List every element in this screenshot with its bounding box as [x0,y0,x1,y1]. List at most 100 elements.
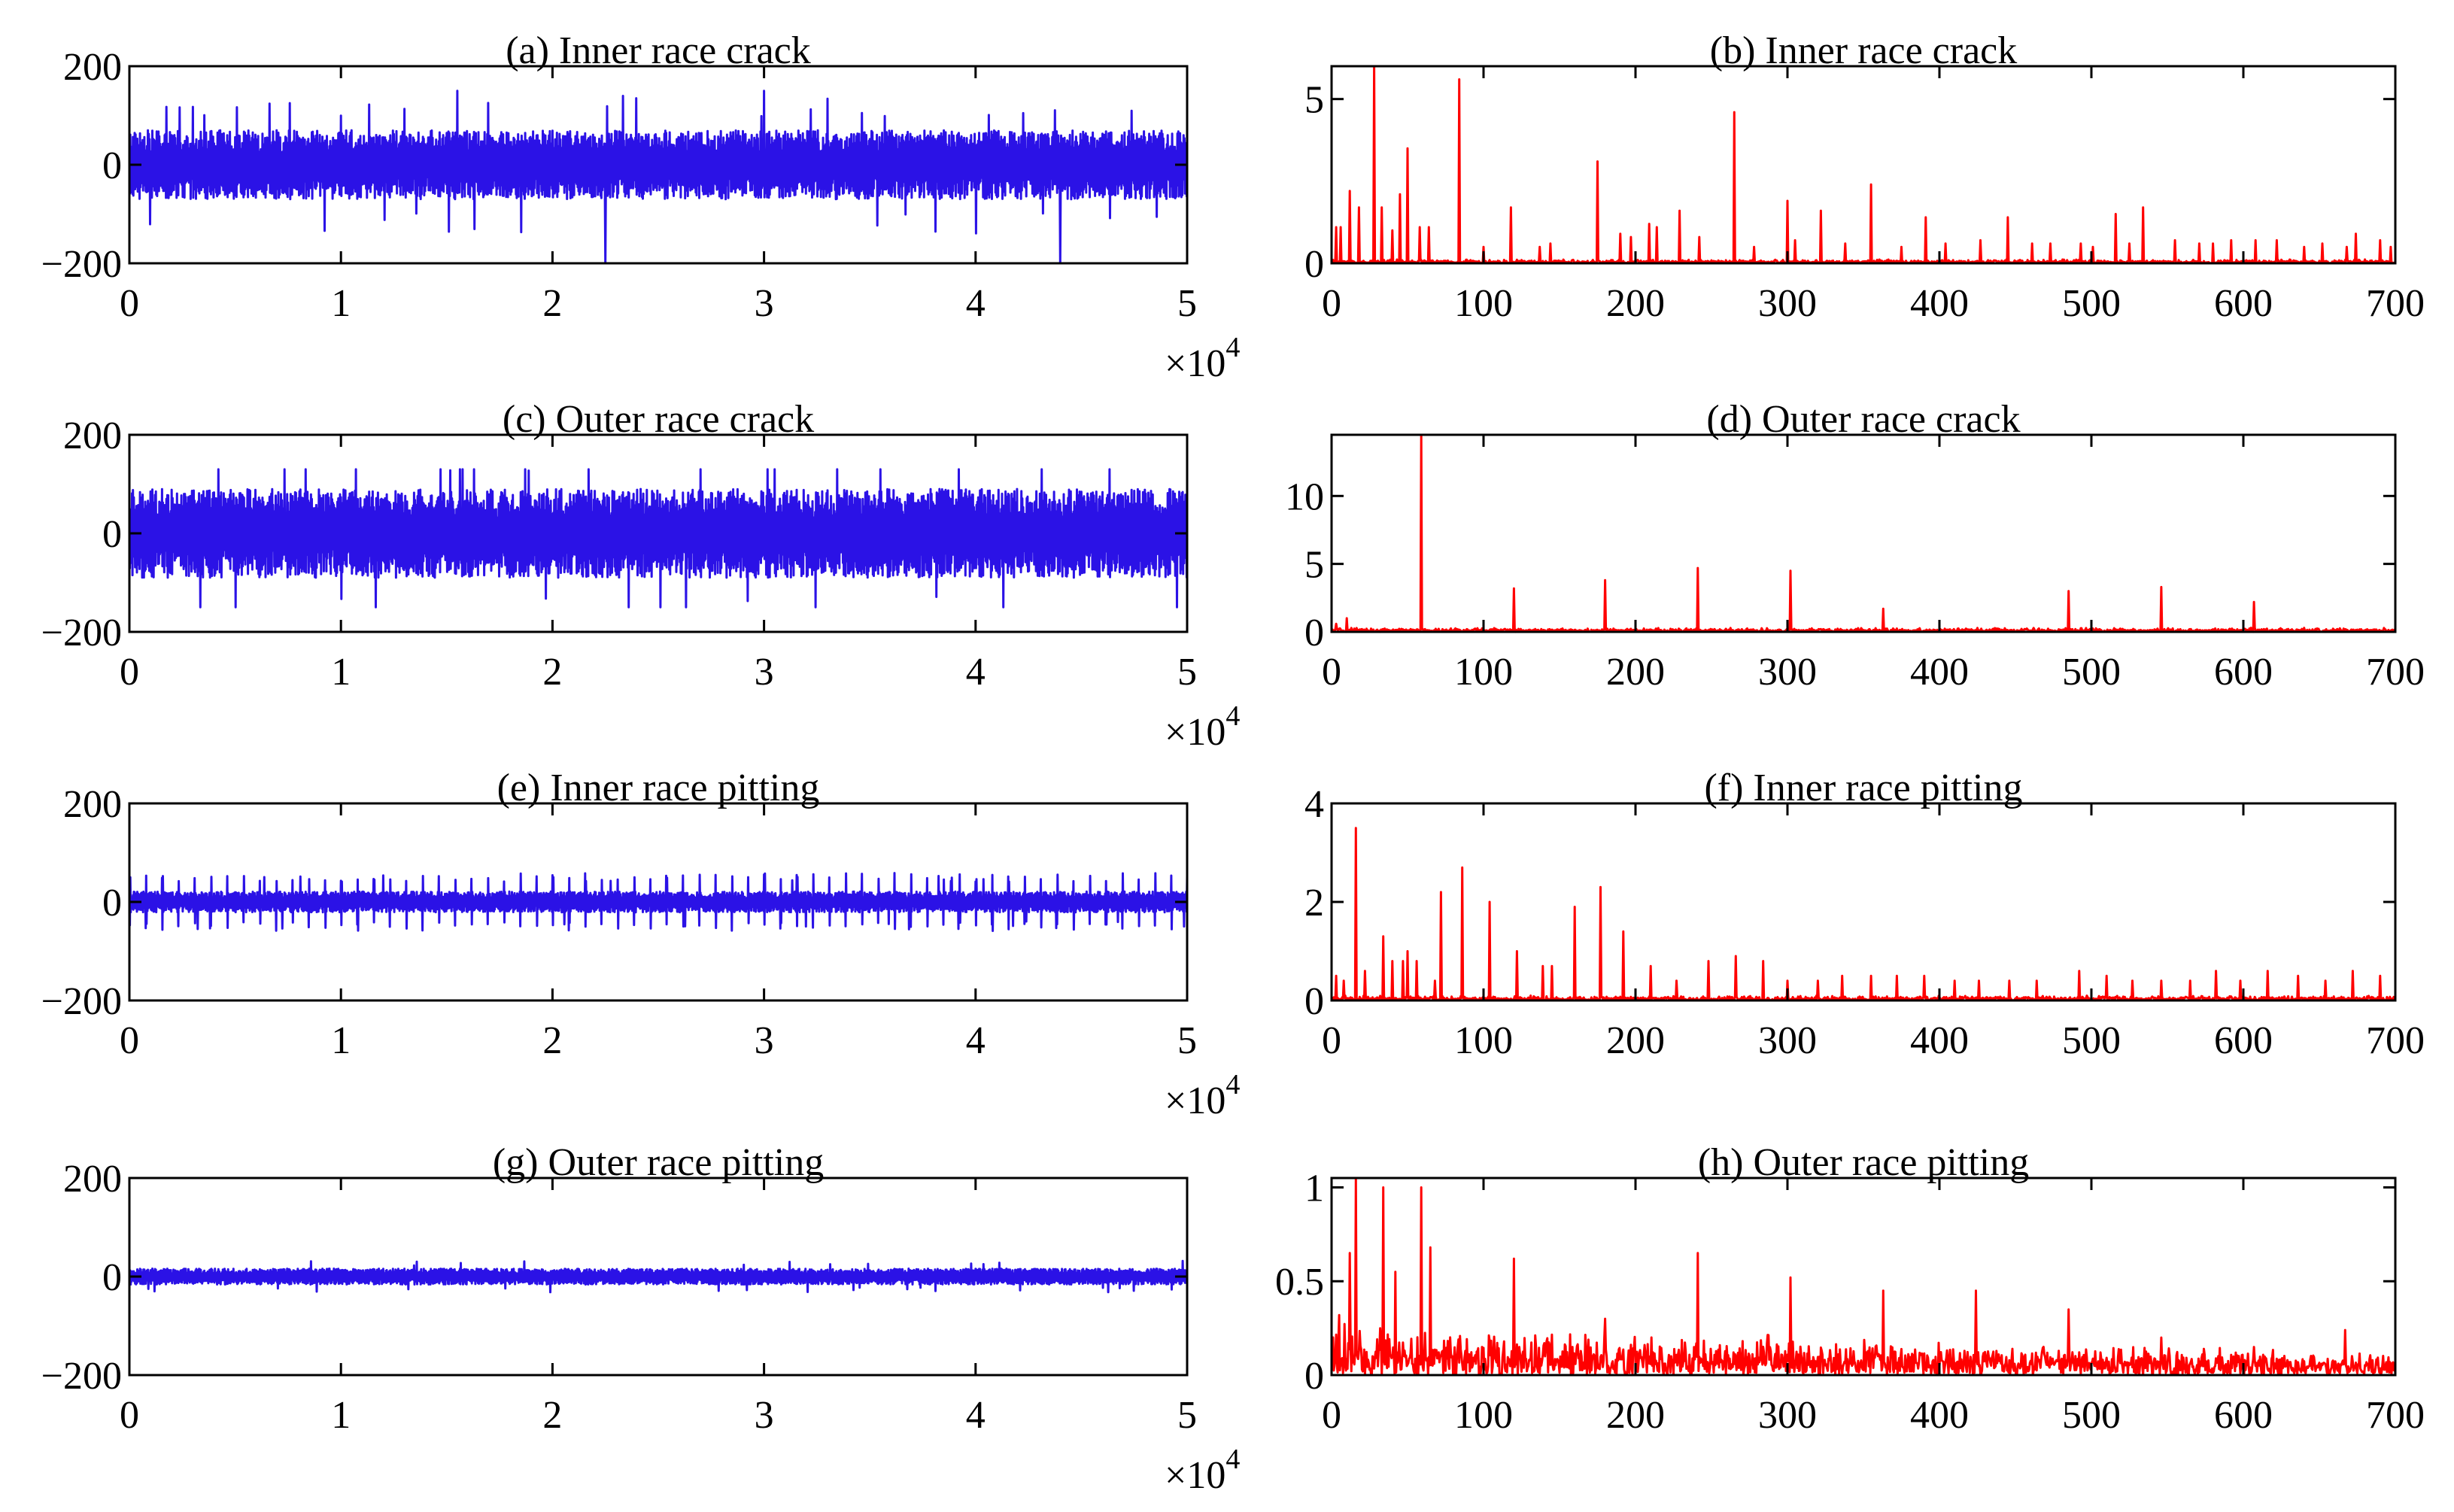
x-exponent-label: ×104 [1165,700,1240,754]
x-tick-label: 3 [755,282,774,325]
x-tick-label: 4 [966,1394,986,1437]
x-tick-label: 5 [1177,282,1197,325]
x-tick-label: 0 [1322,1394,1341,1437]
x-tick-label: 700 [2366,1394,2425,1437]
y-tick-label: 1 [1304,1167,1324,1210]
x-tick-label: 100 [1454,282,1513,325]
x-tick-label: 4 [966,282,986,325]
series-line [128,1259,1189,1294]
x-tick-label: 700 [2366,1019,2425,1062]
axes-frame [1330,65,2397,265]
x-tick-label: 5 [1177,1394,1197,1437]
x-tick-label: 5 [1177,1019,1197,1062]
x-tick-label: 500 [2062,282,2121,325]
series-line [128,468,1189,609]
x-tick-label: 400 [1910,282,1969,325]
series-line [128,872,1189,932]
axes-frame [1330,433,2397,633]
x-tick-label: 100 [1454,1019,1513,1062]
x-tick-label: 0 [1322,1019,1341,1062]
series-line [1330,1177,2397,1377]
y-tick-label: 0 [1304,243,1324,286]
x-tick-label: 500 [2062,651,2121,694]
x-tick-label: 700 [2366,282,2425,325]
y-tick-label: 0.5 [1275,1261,1324,1304]
x-tick-label: 2 [542,1394,562,1437]
x-tick-label: 0 [120,282,139,325]
y-tick-label: −200 [41,1355,122,1398]
y-tick-label: 0 [102,882,122,925]
y-tick-label: 200 [63,1158,122,1201]
x-tick-label: 0 [120,651,139,694]
axes-frame [1330,1177,2397,1377]
y-tick-label: 0 [1304,612,1324,654]
panel-title: (c) Outer race crack [503,398,814,441]
y-tick-label: 0 [102,513,122,556]
panel-title: (a) Inner race crack [506,29,811,72]
x-tick-label: 3 [755,1394,774,1437]
x-tick-label: 1 [331,1394,351,1437]
panel-h: 0 100 200 300 400 500 600 700 0 0.5 1 (h) Outer rac… [1275,1141,2425,1437]
series-line [1330,433,2397,633]
x-tick-label: 0 [1322,282,1341,325]
x-exponent-label: ×104 [1165,1444,1240,1497]
y-tick-label: 0 [1304,1355,1324,1398]
x-exponent-label: ×104 [1165,332,1240,385]
y-tick-label: −200 [41,243,122,286]
x-tick-label: 0 [120,1394,139,1437]
x-tick-label: 4 [966,1019,986,1062]
x-tick-label: 4 [966,651,986,694]
x-tick-label: 300 [1758,1394,1817,1437]
panel-f: 0 100 200 300 400 500 600 700 0 2 4 (f) Inner race … [1304,767,2425,1062]
x-tick-label: 200 [1606,651,1665,694]
x-tick-label: 2 [542,651,562,694]
x-tick-label: 700 [2366,651,2425,694]
x-tick-label: 1 [331,1019,351,1062]
x-exponent-label: ×104 [1165,1069,1240,1122]
y-tick-label: 5 [1304,79,1324,122]
x-tick-label: 200 [1606,1019,1665,1062]
x-tick-label: 200 [1606,1394,1665,1437]
x-tick-label: 3 [755,1019,774,1062]
x-tick-label: 600 [2214,1019,2273,1062]
panel-d: 0 100 200 300 400 500 600 700 0 5 10 (d) Outer race… [1285,398,2425,694]
x-tick-label: 300 [1758,282,1817,325]
y-tick-label: 2 [1304,882,1324,925]
x-tick-label: 1 [331,282,351,325]
series-line [1331,827,2396,1002]
panel-title: (f) Inner race pitting [1704,767,2022,809]
x-tick-label: 0 [1322,651,1341,694]
y-tick-label: 200 [63,46,122,89]
panel-title: (b) Inner race crack [1710,29,2017,72]
x-tick-label: 500 [2062,1019,2121,1062]
x-tick-label: 400 [1910,651,1969,694]
x-tick-label: 600 [2214,282,2273,325]
y-tick-label: 0 [102,1256,122,1299]
y-tick-label: −200 [41,980,122,1023]
x-tick-label: 300 [1758,651,1817,694]
panel-title: (h) Outer race pitting [1698,1141,2029,1184]
y-tick-label: 0 [1304,980,1324,1023]
x-tick-label: 2 [542,282,562,325]
y-tick-label: 5 [1304,544,1324,587]
x-tick-label: 500 [2062,1394,2121,1437]
series-line [1330,65,2396,265]
x-tick-label: 300 [1758,1019,1817,1062]
x-tick-label: 5 [1177,651,1197,694]
series-line [128,90,1189,265]
y-tick-label: −200 [41,612,122,654]
panel-b: 0 100 200 300 400 500 600 700 0 5 (b) Inner race c… [1304,29,2425,325]
panel-title: (d) Outer race crack [1706,398,2020,441]
y-tick-label: 4 [1304,783,1324,826]
x-tick-label: 2 [542,1019,562,1062]
x-tick-label: 600 [2214,651,2273,694]
panel-title: (e) Inner race pitting [497,767,820,809]
x-tick-label: 600 [2214,1394,2273,1437]
x-tick-label: 100 [1454,1394,1513,1437]
x-tick-label: 1 [331,651,351,694]
x-tick-label: 200 [1606,282,1665,325]
